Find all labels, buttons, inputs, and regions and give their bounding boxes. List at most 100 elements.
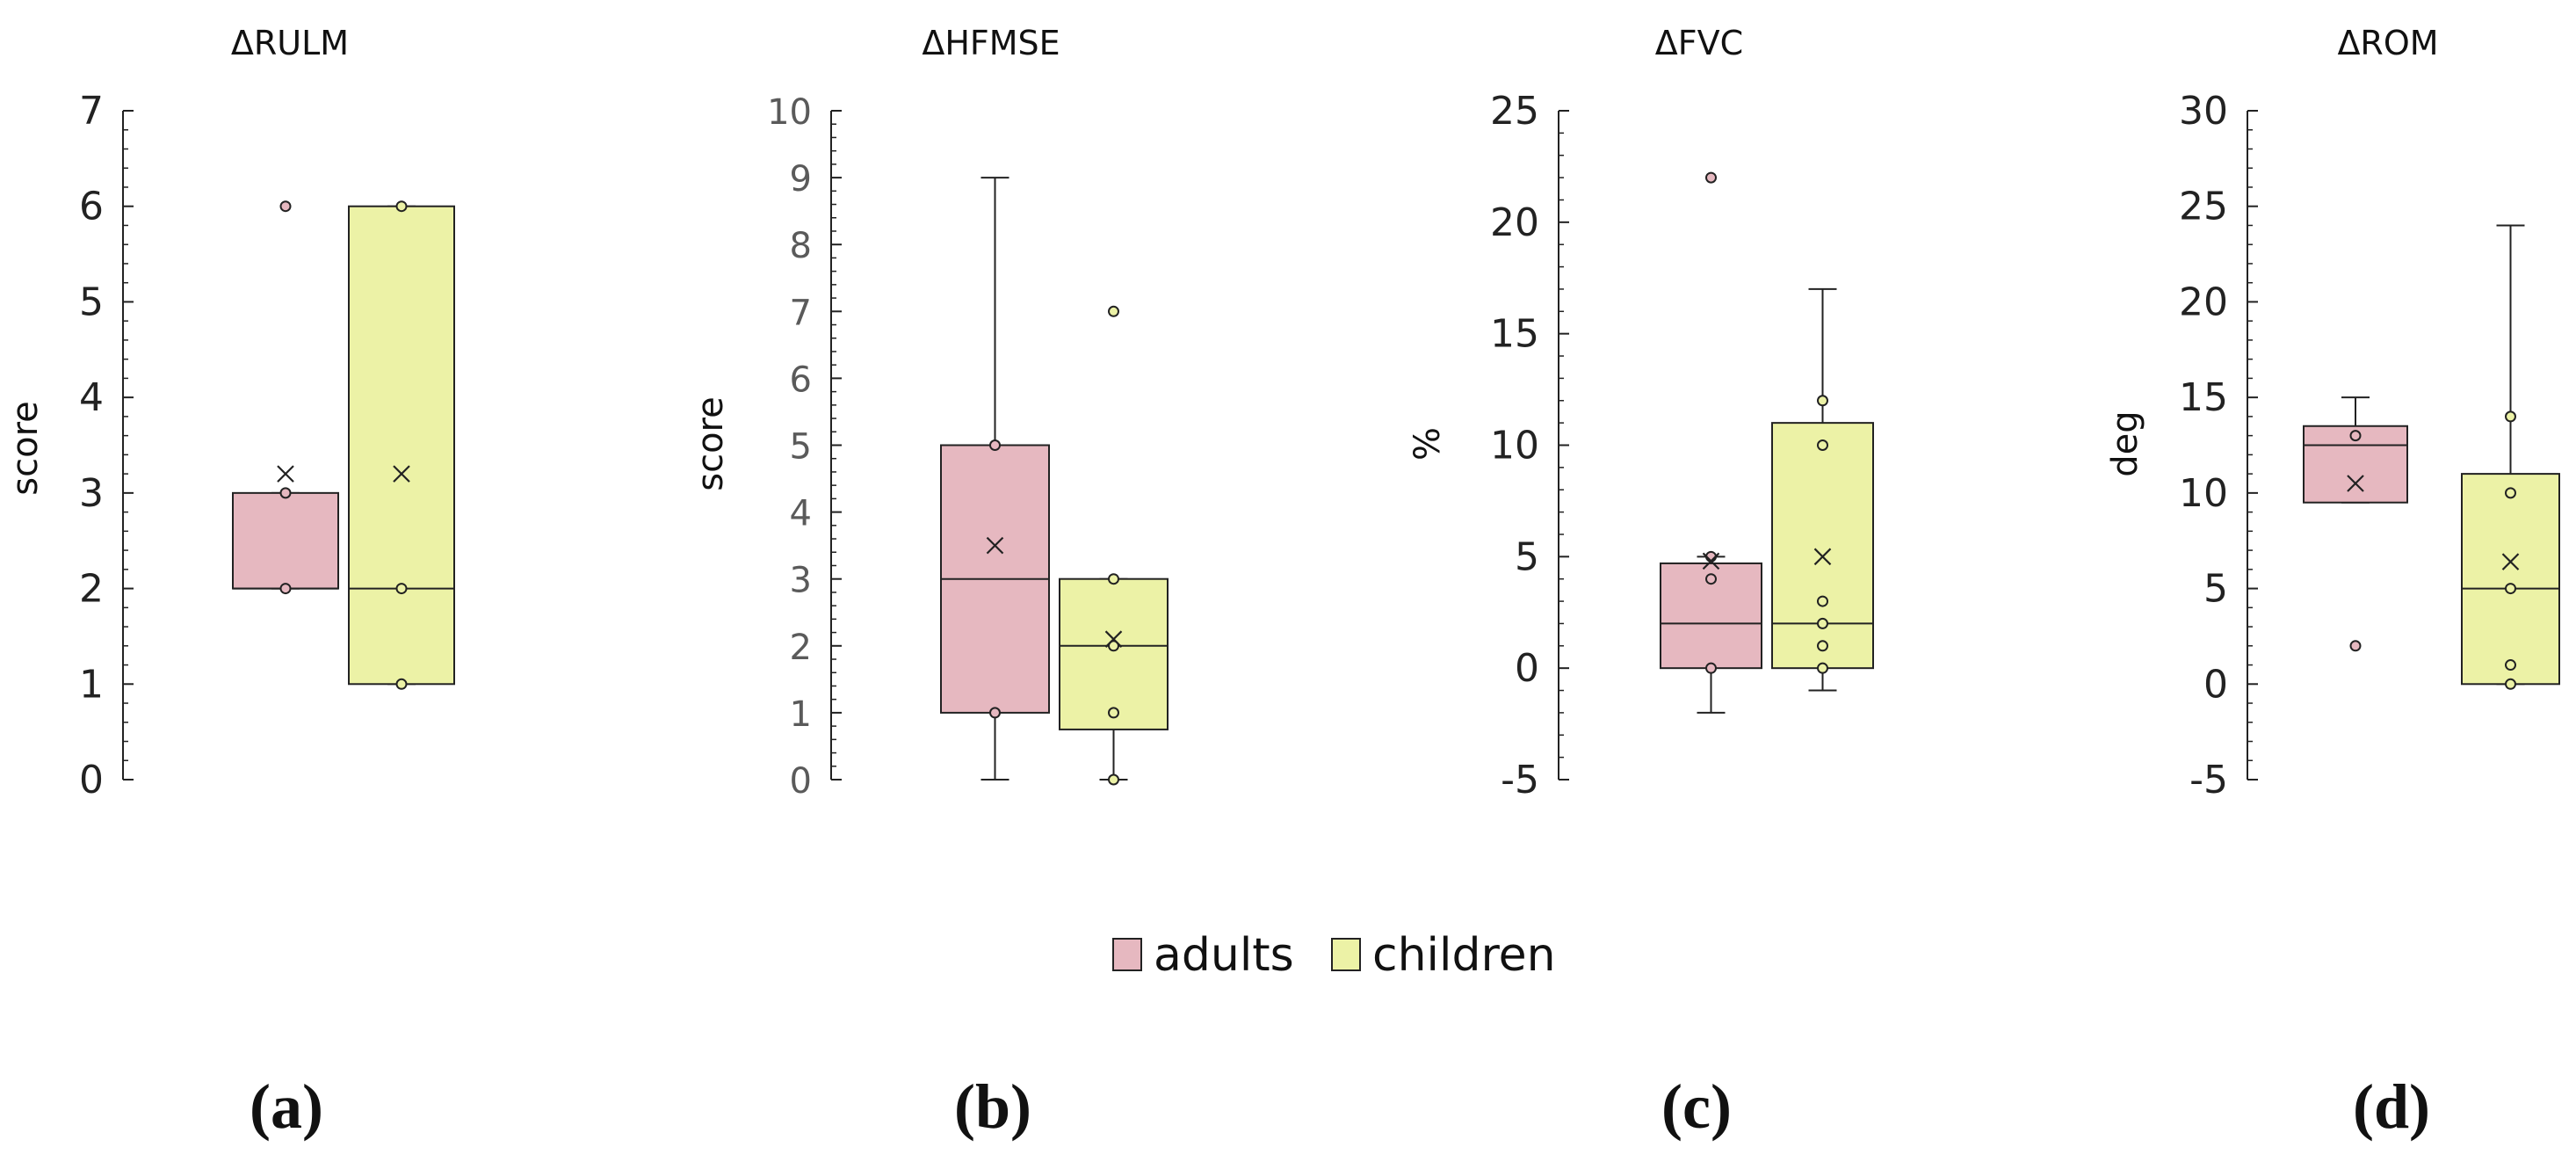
- y-tick-label: 0: [79, 758, 104, 802]
- y-tick-label: 1: [79, 662, 104, 707]
- y-tick-label: -5: [1501, 758, 1539, 802]
- data-point: [2349, 640, 2362, 652]
- data-point: [1705, 171, 1717, 184]
- legend-label-adults: adults: [1154, 929, 1294, 982]
- mean-stroke: [1104, 630, 1123, 648]
- panel-letter: (c): [1661, 1071, 1732, 1142]
- mean-stroke: [277, 465, 294, 483]
- data-point: [1705, 573, 1717, 585]
- mean-marker: [1813, 548, 1832, 566]
- box-adults: [2303, 396, 2408, 652]
- y-tick-label: 5: [2203, 567, 2228, 612]
- data-point: [1817, 640, 1828, 652]
- data-point: [1108, 773, 1119, 786]
- y-tick-label: 1: [790, 694, 812, 735]
- data-point: [2505, 659, 2516, 672]
- data-point: [1108, 573, 1119, 585]
- y-tick-label: 15: [1490, 312, 1539, 357]
- legend-swatch-children: [1331, 938, 1361, 971]
- y-tick-label: 9: [790, 159, 812, 200]
- panels: ΔRULM score 0 1 2 3 4 5 6 7 (a) ΔHFMSE score 0 1 2 3 4 5 6 7…: [5, 24, 2560, 1142]
- data-point: [1817, 595, 1828, 607]
- panel-letter: (b): [954, 1071, 1031, 1142]
- y-tick-label: 6: [790, 359, 812, 400]
- box-adults: [940, 177, 1050, 781]
- data-point: [279, 487, 292, 499]
- box-adults: [1660, 171, 1762, 714]
- panel-b: ΔHFMSE score 0 1 2 3 4 5 6 7 8 9 10 (b): [691, 24, 1169, 1142]
- mean-stroke: [1702, 552, 1720, 570]
- y-tick-label: 4: [79, 375, 104, 420]
- mean-stroke: [2347, 475, 2364, 492]
- box-adults: [232, 200, 339, 595]
- box-children: [348, 200, 455, 690]
- mean-marker: [2347, 475, 2364, 492]
- mean-stroke: [986, 536, 1004, 555]
- y-tick-label: 3: [790, 561, 812, 601]
- mean-marker: [986, 536, 1004, 555]
- y-tick-label: 10: [2179, 471, 2228, 516]
- panel-title: ΔROM: [2337, 24, 2438, 62]
- y-tick-label: 30: [2179, 89, 2228, 134]
- data-point: [1108, 305, 1119, 317]
- panel-title: ΔRULM: [231, 24, 349, 62]
- data-point: [2505, 410, 2516, 423]
- y-tick-label: 25: [2179, 185, 2228, 229]
- data-point: [1705, 662, 1717, 674]
- mean-stroke: [2501, 553, 2520, 570]
- panel-a: ΔRULM score 0 1 2 3 4 5 6 7 (a): [5, 24, 455, 1142]
- data-point: [1108, 707, 1119, 719]
- box-children: [1059, 305, 1169, 786]
- data-point: [1108, 640, 1119, 652]
- y-tick-label: 15: [2179, 375, 2228, 420]
- y-tick-label: 5: [79, 280, 104, 324]
- data-point: [279, 583, 292, 595]
- legend: adults children: [1112, 929, 1556, 982]
- box-children: [1771, 287, 1874, 692]
- y-axis-label: score: [691, 396, 731, 490]
- y-tick-label: 7: [790, 293, 812, 333]
- y-tick-label: 3: [79, 471, 104, 516]
- data-point: [2505, 678, 2516, 690]
- y-tick-label: 20: [2179, 280, 2228, 324]
- legend-label-children: children: [1372, 929, 1556, 982]
- y-tick-label: 6: [79, 185, 104, 229]
- data-point: [989, 707, 1001, 719]
- data-point: [989, 439, 1001, 451]
- data-point: [1817, 395, 1828, 407]
- data-point: [2349, 430, 2362, 442]
- box-iqr: [348, 205, 455, 686]
- y-axis-label: deg: [2105, 410, 2145, 476]
- panel-letter: (d): [2353, 1071, 2430, 1142]
- data-point: [395, 678, 408, 690]
- data-point: [279, 200, 292, 213]
- panel-c: ΔFVC% -5 0 5 10 15 20 25 (c): [1407, 24, 1874, 1142]
- panel-title: ΔHFMSE: [922, 24, 1060, 62]
- box-iqr: [1771, 422, 1874, 670]
- y-tick-label: 25: [1490, 89, 1539, 134]
- mean-marker: [1702, 552, 1720, 570]
- mean-marker: [277, 465, 294, 483]
- y-tick-label: 0: [2203, 662, 2228, 707]
- data-point: [2505, 583, 2516, 595]
- y-tick-label: 10: [767, 92, 812, 133]
- mean-stroke: [393, 465, 410, 483]
- mean-stroke: [1813, 548, 1832, 566]
- box-iqr: [232, 491, 339, 590]
- data-point: [1817, 439, 1828, 451]
- mean-marker: [1104, 630, 1123, 648]
- data-point: [395, 583, 408, 595]
- y-tick-label: 2: [790, 628, 812, 668]
- y-tick-label: 2: [79, 567, 104, 612]
- y-tick-label: 10: [1490, 424, 1539, 468]
- y-tick-label: -5: [2189, 758, 2228, 802]
- box-children: [2461, 224, 2560, 690]
- data-point: [1817, 662, 1828, 674]
- y-tick-label: 0: [1515, 646, 1539, 691]
- y-tick-label: 7: [79, 89, 104, 134]
- y-tick-label: 5: [1515, 534, 1539, 579]
- mean-marker: [2501, 553, 2520, 570]
- y-tick-label: 5: [790, 427, 812, 468]
- mean-marker: [393, 465, 410, 483]
